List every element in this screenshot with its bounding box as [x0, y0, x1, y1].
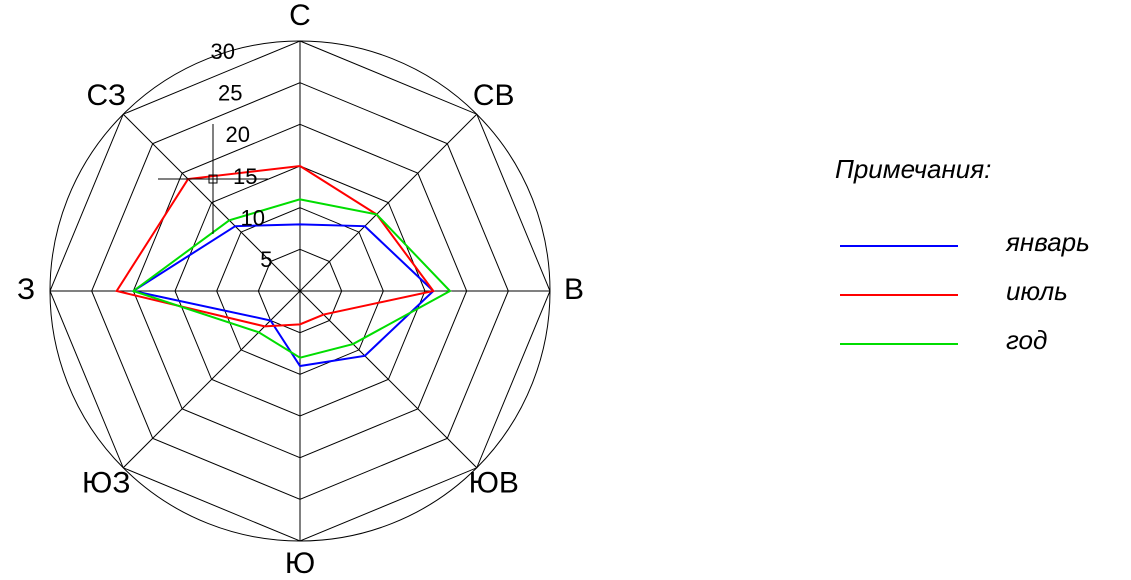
ring-value-label: 10: [241, 205, 265, 230]
legend-label-2: июль: [1006, 276, 1068, 306]
radar-labels: С СВ В ЮВ Ю ЮЗ З СЗ 5 10 15 20 25 30: [17, 0, 584, 580]
crosshair-box: [208, 174, 218, 184]
direction-label: СВ: [473, 79, 515, 112]
direction-label: Ю: [285, 547, 315, 580]
direction-label: СЗ: [87, 79, 126, 112]
legend-title: Примечания:: [835, 154, 991, 184]
legend-label-1: январь: [1005, 227, 1090, 257]
radar-series: [115, 164, 452, 368]
ring-value-label: 30: [211, 39, 235, 64]
ring-value-label: 25: [218, 80, 242, 105]
crosshair-cursor: [158, 124, 268, 234]
direction-label: С: [289, 0, 311, 32]
direction-label: ЮЗ: [82, 467, 130, 500]
legend: Примечания: январь июль год: [835, 154, 1090, 355]
ring-value-label: 5: [260, 247, 272, 272]
series-line-1: [130, 223, 435, 368]
direction-label: В: [564, 273, 584, 306]
direction-label: ЮВ: [469, 467, 519, 500]
spoke-ЮВ: [299, 290, 478, 469]
series-line-3: [131, 198, 452, 359]
series-line-2: [115, 164, 436, 328]
ring-value-label: 20: [226, 122, 250, 147]
spoke-СЗ: [122, 113, 301, 292]
direction-label: З: [17, 273, 35, 306]
legend-label-3: год: [1006, 325, 1047, 355]
ring-value-label: 15: [233, 164, 257, 189]
spoke-СВ: [299, 113, 478, 292]
